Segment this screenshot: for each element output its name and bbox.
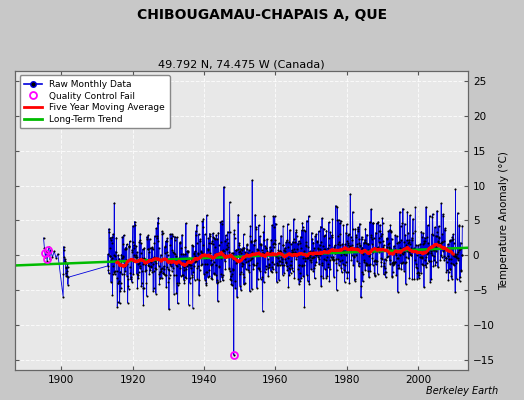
Text: Berkeley Earth: Berkeley Earth (425, 386, 498, 396)
Text: CHIBOUGAMAU-CHAPAIS A, QUE: CHIBOUGAMAU-CHAPAIS A, QUE (137, 8, 387, 22)
Y-axis label: Temperature Anomaly (°C): Temperature Anomaly (°C) (499, 151, 509, 290)
Legend: Raw Monthly Data, Quality Control Fail, Five Year Moving Average, Long-Term Tren: Raw Monthly Data, Quality Control Fail, … (19, 75, 170, 128)
Title: 49.792 N, 74.475 W (Canada): 49.792 N, 74.475 W (Canada) (158, 60, 325, 70)
